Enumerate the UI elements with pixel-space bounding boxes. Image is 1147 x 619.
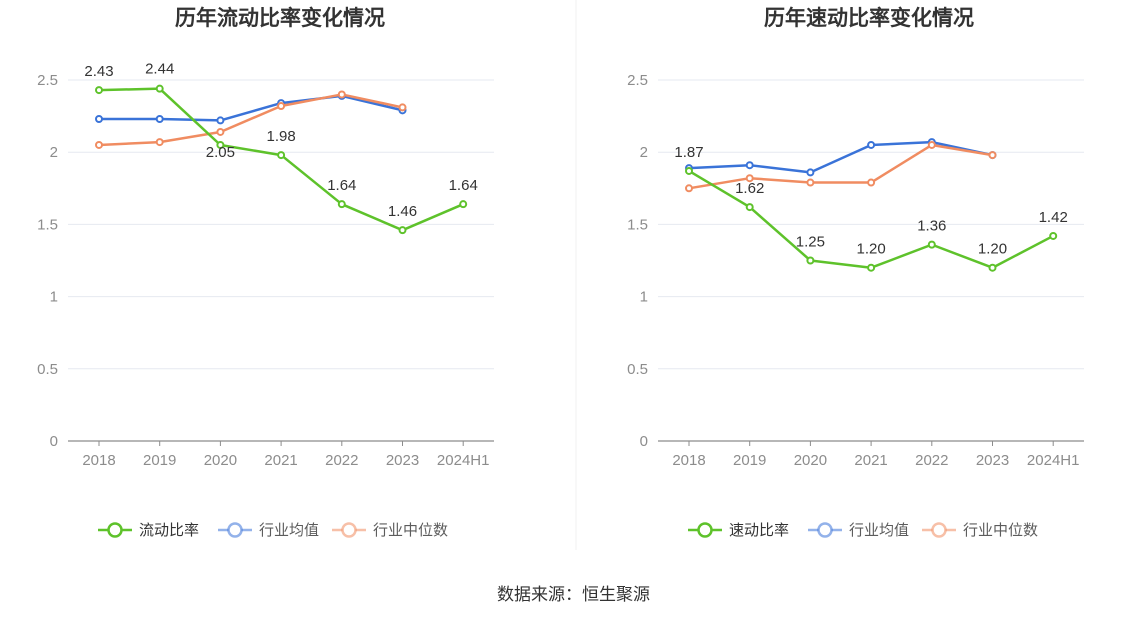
data-point	[806, 168, 815, 177]
x-tick-label: 2019	[143, 452, 176, 469]
x-tick-label: 2021	[264, 452, 297, 469]
data-point	[95, 140, 103, 149]
data-point	[155, 84, 164, 93]
chart-title: 历年流动比率变化情况	[175, 6, 385, 30]
x-tick-label: 2020	[794, 452, 827, 469]
data-point	[95, 114, 103, 123]
x-tick-label: 2019	[733, 452, 766, 469]
y-tick-label: 1	[50, 289, 58, 306]
data-point	[867, 263, 876, 272]
data-source-note: 数据来源：恒生聚源	[497, 585, 650, 604]
series-line	[98, 93, 403, 147]
x-tick-label: 2023	[976, 452, 1009, 469]
legend-marker	[341, 522, 357, 538]
data-label: 1.20	[978, 241, 1007, 258]
legend-label: 行业中位数	[373, 522, 448, 539]
y-tick-label: 0.5	[37, 361, 58, 378]
x-tick-label: 2024H1	[1027, 452, 1080, 469]
x-tick-label: 2023	[386, 452, 419, 469]
y-tick-label: 1.5	[37, 216, 58, 233]
y-tick-label: 2	[50, 144, 58, 161]
series-line	[688, 140, 993, 174]
data-point	[745, 174, 754, 183]
data-point	[216, 116, 225, 125]
legend-label: 速动比率	[729, 522, 789, 539]
data-point	[216, 140, 225, 149]
data-point	[927, 240, 936, 249]
data-point	[337, 200, 346, 209]
legend-marker	[817, 522, 833, 538]
legend-label: 流动比率	[139, 522, 199, 539]
data-point	[745, 161, 754, 170]
data-point	[988, 263, 997, 272]
data-label: 1.87	[674, 144, 703, 161]
y-tick-label: 2.5	[37, 72, 58, 89]
data-point	[806, 256, 815, 265]
data-label: 1.42	[1039, 209, 1068, 226]
y-tick-label: 1	[640, 289, 648, 306]
data-point	[155, 138, 164, 147]
data-point	[1049, 231, 1058, 240]
data-point	[277, 101, 286, 110]
chart-title: 历年速动比率变化情况	[764, 6, 974, 30]
data-point	[988, 151, 997, 160]
data-label: 2.43	[84, 63, 113, 80]
x-tick-label: 2022	[325, 452, 358, 469]
x-tick-label: 2018	[672, 452, 705, 469]
data-point	[685, 166, 693, 175]
data-label: 1.36	[917, 218, 946, 235]
series-line	[688, 143, 993, 190]
data-point	[867, 178, 876, 187]
data-label: 1.64	[327, 177, 356, 194]
data-point	[398, 103, 407, 112]
y-tick-label: 2	[640, 144, 648, 161]
x-tick-label: 2020	[204, 452, 237, 469]
data-point	[459, 200, 468, 209]
data-point	[277, 151, 286, 160]
legend-label: 行业均值	[259, 522, 319, 539]
data-label: 1.62	[735, 180, 764, 197]
data-point	[806, 178, 815, 187]
legend-marker	[931, 522, 947, 538]
series-line	[99, 94, 403, 122]
data-label: 1.64	[449, 177, 478, 194]
legend-marker	[227, 522, 243, 538]
data-point	[155, 114, 164, 123]
data-label: 2.44	[145, 61, 174, 78]
y-tick-label: 1.5	[627, 216, 648, 233]
data-label: 1.25	[796, 234, 825, 251]
data-label: 1.20	[856, 241, 885, 258]
data-point	[337, 90, 346, 99]
y-tick-label: 0.5	[627, 361, 648, 378]
x-tick-label: 2024H1	[437, 452, 490, 469]
y-tick-label: 0	[50, 433, 58, 450]
legend-marker	[697, 522, 713, 538]
data-point	[216, 127, 225, 136]
data-point	[867, 140, 876, 149]
legend-marker	[107, 522, 123, 538]
data-label: 1.98	[266, 128, 295, 145]
y-tick-label: 2.5	[627, 72, 648, 89]
data-point	[927, 140, 936, 149]
legend-label: 行业均值	[849, 522, 909, 539]
legend-label: 行业中位数	[963, 522, 1038, 539]
x-tick-label: 2021	[854, 452, 887, 469]
data-point	[398, 226, 407, 235]
x-tick-label: 2018	[82, 452, 115, 469]
data-label: 2.05	[206, 144, 235, 161]
x-tick-label: 2022	[915, 452, 948, 469]
data-point	[95, 86, 103, 95]
data-point	[745, 203, 754, 212]
data-label: 1.46	[388, 203, 417, 220]
data-point	[685, 184, 693, 193]
y-tick-label: 0	[640, 433, 648, 450]
